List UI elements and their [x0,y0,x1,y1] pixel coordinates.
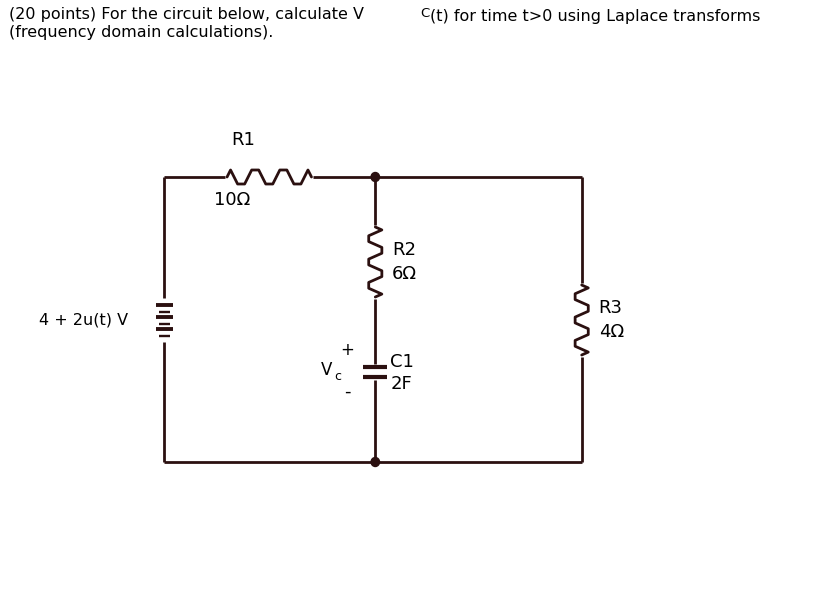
Text: V: V [321,361,333,379]
Text: 6Ω: 6Ω [392,265,417,283]
Text: C1: C1 [391,353,414,371]
Text: 4 + 2u(t) V: 4 + 2u(t) V [39,312,129,328]
Text: +: + [340,341,354,359]
Circle shape [371,457,379,466]
Text: R3: R3 [599,299,622,317]
Text: (t) for time t>0 using Laplace transforms: (t) for time t>0 using Laplace transform… [430,9,760,24]
Text: (20 points) For the circuit below, calculate V: (20 points) For the circuit below, calcu… [9,7,364,22]
Text: R1: R1 [231,131,255,149]
Text: -: - [344,383,351,401]
Text: R2: R2 [392,241,416,259]
Text: 2F: 2F [391,375,412,393]
Circle shape [371,173,379,181]
Text: c: c [334,370,341,383]
Text: C: C [420,7,430,20]
Text: 10Ω: 10Ω [214,191,250,209]
Text: 4Ω: 4Ω [599,323,624,341]
Text: (frequency domain calculations).: (frequency domain calculations). [9,25,274,40]
